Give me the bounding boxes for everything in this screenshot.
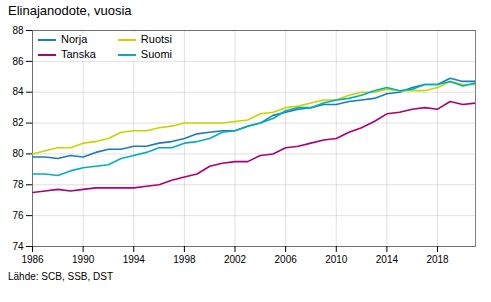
svg-text:78: 78 — [12, 179, 24, 190]
svg-text:1986: 1986 — [21, 254, 44, 265]
svg-text:76: 76 — [12, 210, 24, 221]
svg-text:2002: 2002 — [224, 254, 247, 265]
svg-text:2018: 2018 — [426, 254, 449, 265]
svg-text:86: 86 — [12, 56, 24, 67]
svg-text:2014: 2014 — [376, 254, 399, 265]
svg-text:1994: 1994 — [123, 254, 146, 265]
html-text:Suomi: Suomi — [140, 48, 172, 60]
html-text:Ruotsi: Ruotsi — [140, 33, 172, 45]
svg-text:84: 84 — [12, 86, 24, 97]
svg-text:82: 82 — [12, 117, 24, 128]
svg-text:80: 80 — [12, 148, 24, 159]
html-text:Lähde: SCB, SSB, DST: Lähde: SCB, SSB, DST — [8, 271, 114, 282]
html-text:Tanska: Tanska — [61, 48, 96, 60]
svg-text:1990: 1990 — [72, 254, 95, 265]
html-text:Elinajanodote, vuosia: Elinajanodote, vuosia — [8, 3, 132, 18]
svg-text:88: 88 — [12, 25, 24, 36]
html-text:Norja: Norja — [61, 33, 88, 45]
svg-text:1998: 1998 — [173, 254, 196, 265]
svg-text:2006: 2006 — [275, 254, 298, 265]
svg-text:2010: 2010 — [325, 254, 348, 265]
svg-text:74: 74 — [12, 241, 24, 252]
